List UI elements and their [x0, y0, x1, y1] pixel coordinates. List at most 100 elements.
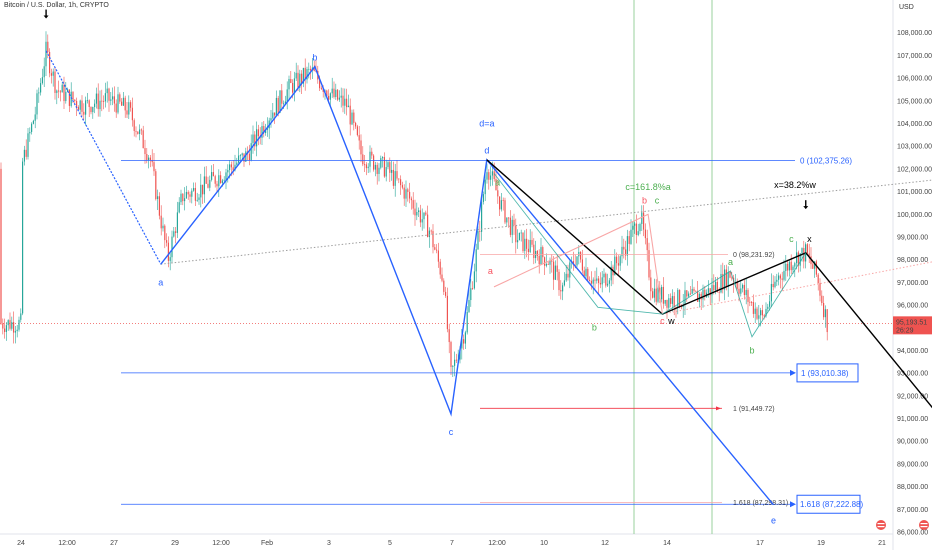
- candle-body: [761, 310, 763, 316]
- candle-body: [792, 266, 794, 271]
- candle-body: [569, 262, 571, 278]
- candle-body: [362, 154, 364, 165]
- candle-body: [383, 157, 385, 177]
- candle-body: [86, 100, 88, 102]
- candle-body: [378, 167, 380, 174]
- x-tick-label: 19: [817, 540, 825, 547]
- candle-body: [131, 107, 133, 121]
- candle-body: [581, 259, 583, 271]
- candle-body: [288, 79, 290, 90]
- candle-body: [799, 253, 801, 266]
- candle-body: [85, 100, 87, 115]
- candle-body: [349, 105, 351, 125]
- candle-body: [661, 286, 663, 300]
- candle-body: [356, 126, 358, 136]
- candle-body: [790, 261, 792, 271]
- wave-label: d: [484, 146, 489, 156]
- candle-body: [567, 273, 569, 278]
- candle-body: [428, 230, 430, 238]
- candle-body: [412, 200, 414, 209]
- candle-body: [436, 249, 438, 251]
- candle-body: [704, 289, 706, 298]
- candle-body: [227, 170, 229, 173]
- candle-body: [652, 291, 654, 298]
- candle-body: [407, 189, 409, 192]
- candle-body: [92, 107, 94, 113]
- candle-body: [279, 90, 281, 113]
- candle-body: [513, 219, 515, 226]
- chart-title: Bitcoin / U.S. Dollar, 1h, CRYPTO: [4, 2, 109, 9]
- event-flag-stripe: [920, 523, 928, 525]
- y-tick-label: 101,000.00: [897, 189, 932, 196]
- wave-label: e: [771, 516, 776, 526]
- candle-body: [596, 278, 598, 281]
- candle-body: [18, 319, 20, 330]
- candle-body: [589, 279, 591, 281]
- candle-body: [389, 162, 391, 173]
- candle-body: [481, 201, 483, 232]
- candle-body: [486, 172, 488, 180]
- candle-body: [16, 329, 18, 332]
- candle-body: [331, 88, 333, 94]
- candle-body: [747, 289, 749, 302]
- candle-body: [576, 256, 578, 266]
- candle-body: [821, 295, 823, 304]
- candle-body: [745, 289, 747, 296]
- candle-body: [619, 256, 621, 266]
- candle-body: [122, 97, 124, 106]
- candle-body: [580, 251, 582, 260]
- event-flag-icon: [876, 520, 886, 530]
- candle-body: [664, 300, 666, 304]
- candle-body: [432, 231, 434, 248]
- candle-body: [142, 130, 144, 149]
- wave-label: w: [667, 316, 675, 326]
- y-tick-label: 94,000.00: [897, 348, 928, 355]
- candle-body: [490, 175, 492, 180]
- wave-label: b: [592, 323, 597, 333]
- candle-body: [409, 191, 411, 199]
- y-tick-label: 96,000.00: [897, 303, 928, 310]
- candle-body: [72, 91, 74, 100]
- candle-body: [376, 164, 378, 174]
- fib-label-box: [796, 363, 859, 383]
- candle-body: [423, 212, 425, 220]
- candle-body: [626, 236, 628, 256]
- wave-label: c=161.8%a: [625, 182, 670, 192]
- candle-body: [63, 84, 65, 102]
- candle-body: [421, 219, 423, 223]
- candle-body: [794, 263, 796, 267]
- wave-red-abc: [493, 213, 663, 315]
- currency-label: USD: [899, 4, 914, 11]
- candle-body: [628, 236, 630, 244]
- candle-body: [616, 256, 618, 264]
- candle-body: [742, 284, 744, 289]
- candle-body: [229, 164, 231, 171]
- candle-body: [520, 232, 522, 234]
- candle-body: [621, 246, 623, 257]
- down-arrow-head-icon: [43, 15, 49, 19]
- candle-body: [689, 293, 691, 295]
- wave-label: b: [642, 196, 647, 206]
- y-tick-label: 92,000.00: [897, 393, 928, 400]
- candle-body: [529, 239, 531, 253]
- candle-body: [272, 112, 274, 119]
- candle-body: [729, 272, 731, 278]
- candle-body: [718, 292, 720, 294]
- candle-body: [392, 169, 394, 186]
- candle-body: [250, 143, 252, 161]
- candle-body: [693, 288, 695, 291]
- candle-body: [495, 179, 497, 191]
- candle-body: [695, 290, 697, 292]
- candle-body: [43, 66, 45, 78]
- candle-body: [13, 322, 15, 333]
- candle-body: [173, 231, 175, 237]
- fib-0-small-label: 0 (98,231.92): [733, 252, 775, 259]
- candle-body: [182, 193, 184, 202]
- candle-body: [41, 77, 43, 84]
- candle-body: [108, 88, 110, 101]
- candle-body: [583, 270, 585, 277]
- candle-body: [812, 264, 814, 269]
- candle-body: [281, 90, 283, 104]
- candle-body: [405, 189, 407, 199]
